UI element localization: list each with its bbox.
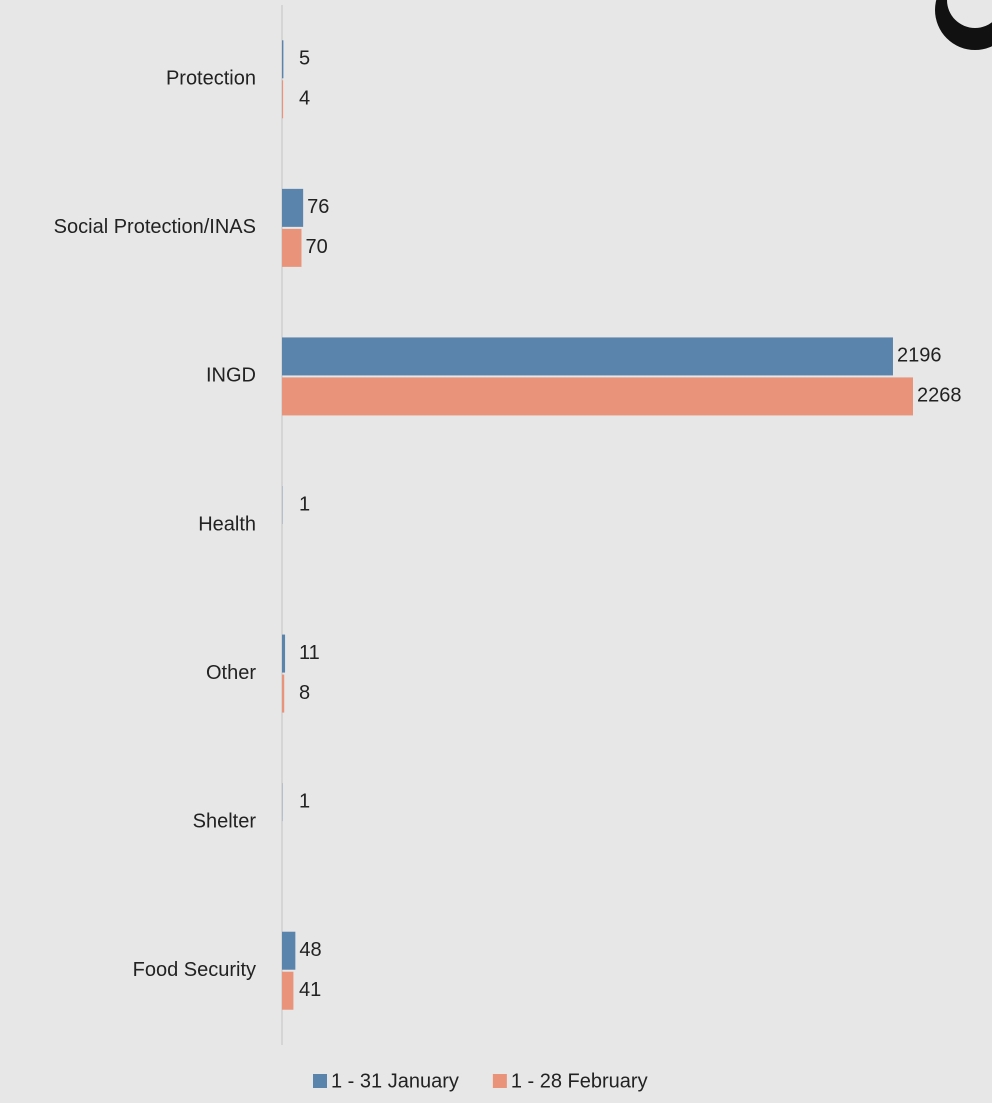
value-label: 70 [305, 236, 327, 258]
y-tick-label: Food Security [133, 959, 256, 981]
value-label: 5 [299, 48, 310, 70]
y-tick-label: INGD [206, 365, 256, 387]
value-label: 2196 [897, 345, 942, 367]
y-tick-label: Protection [166, 68, 256, 90]
value-label: 4 [299, 88, 310, 110]
bar [282, 931, 296, 970]
logo [935, 0, 992, 50]
bar [282, 40, 284, 79]
value-label: 8 [299, 682, 310, 704]
bar [282, 674, 285, 713]
legend-swatch [313, 1074, 327, 1088]
legend-label: 1 - 31 January [331, 1070, 459, 1092]
value-label: 11 [299, 642, 320, 664]
y-tick-label: Social Protection/INAS [54, 216, 256, 238]
bar [282, 634, 286, 673]
value-label: 48 [299, 939, 321, 961]
bar [282, 337, 893, 376]
value-label: 1 [299, 790, 310, 812]
y-tick-label: Other [206, 662, 256, 684]
value-label: 1 [299, 493, 310, 515]
legend-swatch [492, 1074, 507, 1088]
bar [282, 228, 302, 267]
bar [282, 80, 284, 119]
bar [282, 377, 913, 416]
value-label: 76 [307, 196, 329, 218]
bar [282, 188, 304, 227]
value-label: 2268 [917, 385, 962, 407]
y-tick-label: Shelter [193, 810, 257, 832]
value-label: 41 [299, 979, 321, 1001]
y-tick-label: Health [198, 513, 256, 535]
legend-label: 1 - 28 February [511, 1070, 648, 1092]
bar [282, 971, 294, 1010]
